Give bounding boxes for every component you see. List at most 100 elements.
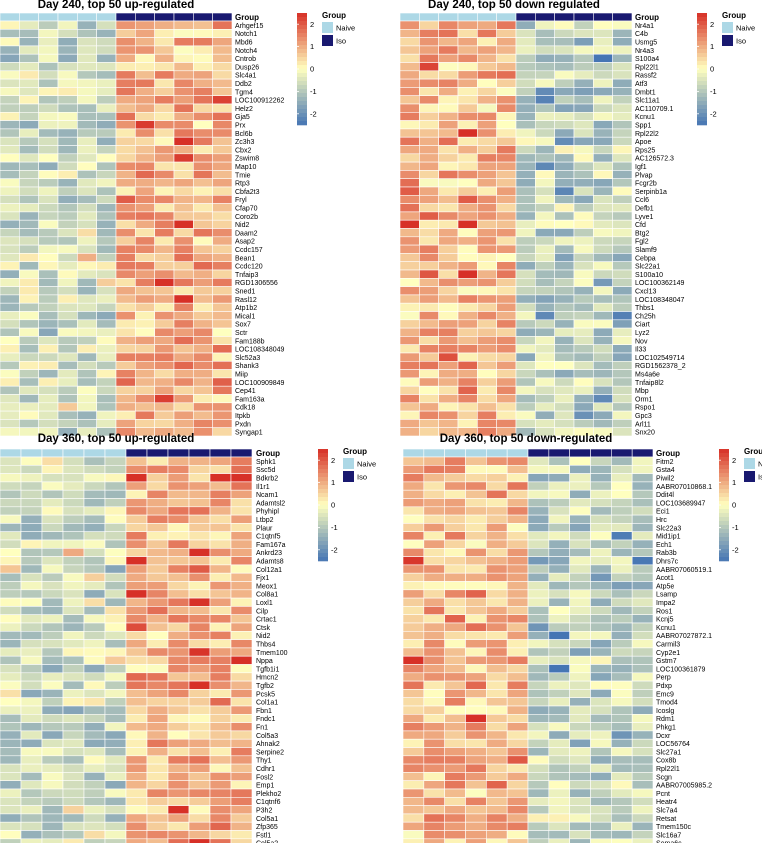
heatmap-cell (402, 838, 425, 843)
heatmap-cell (423, 547, 445, 557)
heatmap-cell (209, 697, 232, 707)
heatmap-cell (465, 456, 487, 466)
heatmap-cell (19, 410, 39, 420)
color-scale-step (719, 545, 729, 550)
heatmap-cell (20, 481, 43, 491)
heatmap-cell (212, 228, 233, 238)
heatmap-cell (57, 95, 78, 105)
heatmap-cell (62, 531, 85, 541)
heatmap-cell (209, 456, 232, 466)
heatmap-cell (402, 514, 425, 524)
heatmap-cell (212, 153, 233, 163)
heatmap-cell (0, 813, 22, 823)
heatmap-cell (38, 37, 59, 47)
heatmap-cell (0, 236, 20, 246)
heatmap-cell (477, 228, 497, 238)
heatmap-cell (402, 830, 425, 840)
heatmap-cell (154, 103, 175, 113)
heatmap-cell (38, 20, 59, 30)
heatmap-cell (154, 45, 175, 55)
heatmap-cell (115, 336, 136, 345)
heatmap-cell (457, 103, 478, 113)
heatmap-cell (548, 830, 570, 840)
heatmap-cell (188, 672, 211, 682)
heatmap-cell (230, 572, 253, 582)
heatmap-cell (173, 95, 194, 105)
heatmap-cell (0, 103, 20, 113)
heatmap-cell (188, 788, 211, 798)
heatmap-cell (611, 680, 633, 690)
heatmap-cell (115, 103, 136, 113)
heatmap-cell (486, 697, 508, 707)
heatmap-cell (593, 178, 613, 188)
heatmap-cell (19, 62, 39, 72)
heatmap-cell (154, 62, 175, 72)
heatmap-cell (590, 489, 612, 499)
heatmap-cell (486, 805, 508, 815)
heatmap-cell (38, 327, 59, 337)
heatmap-cell (593, 45, 613, 55)
heatmap-cell (96, 410, 117, 420)
heatmap-cell (0, 95, 20, 105)
gene-label: Rdm1 (656, 716, 675, 723)
heatmap-cell (209, 556, 232, 566)
heatmap-cell (173, 277, 194, 287)
heatmap-cell (188, 481, 211, 491)
gene-label: Dusp26 (235, 64, 259, 71)
heatmap-cell (104, 514, 127, 524)
heatmap-cell (590, 730, 612, 740)
heatmap-cell (0, 498, 22, 508)
heatmap-cell (554, 228, 575, 238)
heatmap-cell (230, 672, 253, 682)
color-scale-step (297, 29, 307, 34)
gene-label: RGD1562378_2 (635, 363, 686, 370)
heatmap-cell (173, 253, 194, 262)
heatmap-cell (193, 228, 213, 238)
heatmap-cell (0, 253, 20, 262)
heatmap-cell (62, 498, 85, 508)
heatmap-cell (515, 385, 536, 395)
heatmap-cell (548, 747, 570, 757)
heatmap-cell (465, 796, 487, 806)
heatmap-cell (573, 327, 594, 337)
heatmap-cell (212, 360, 233, 370)
group-annotation-cell (496, 12, 517, 22)
heatmap-cell (515, 311, 536, 321)
heatmap-cell (548, 547, 570, 557)
heatmap-cell (125, 630, 148, 640)
heatmap-cell (173, 219, 194, 229)
heatmap-cell (569, 547, 591, 557)
heatmap-cell (419, 319, 439, 329)
gene-label: Eci1 (656, 509, 670, 516)
gene-label: Sphk1 (256, 459, 276, 466)
heatmap-cell (402, 705, 425, 715)
heatmap-cell (230, 747, 253, 757)
heatmap-cell (399, 120, 420, 130)
heatmap-cell (569, 531, 591, 541)
heatmap-cell (38, 419, 59, 428)
heatmap-cell (423, 697, 445, 707)
heatmap-cell (593, 161, 613, 171)
heatmap-cell (125, 705, 148, 715)
heatmap-cell (77, 294, 97, 304)
color-scale-step (297, 109, 307, 114)
heatmap-cell (438, 311, 459, 321)
heatmap-cell (515, 195, 536, 204)
heatmap-cell (515, 170, 536, 179)
heatmap-cell (465, 498, 487, 508)
heatmap-cell (423, 622, 445, 632)
heatmap-cell (104, 722, 127, 732)
gene-label: Pxdn (235, 421, 251, 428)
heatmap-cell (83, 564, 106, 574)
heatmap-cell (486, 589, 508, 599)
heatmap-cell (188, 464, 211, 474)
heatmap-cell (77, 352, 97, 362)
heatmap-cell (438, 352, 459, 362)
heatmap-cell (486, 506, 508, 516)
heatmap-cell (535, 277, 555, 287)
heatmap-cell (631, 481, 654, 491)
heatmap-cell (506, 547, 529, 557)
color-scale-step (697, 117, 707, 122)
group-annotation-cell (402, 448, 425, 458)
